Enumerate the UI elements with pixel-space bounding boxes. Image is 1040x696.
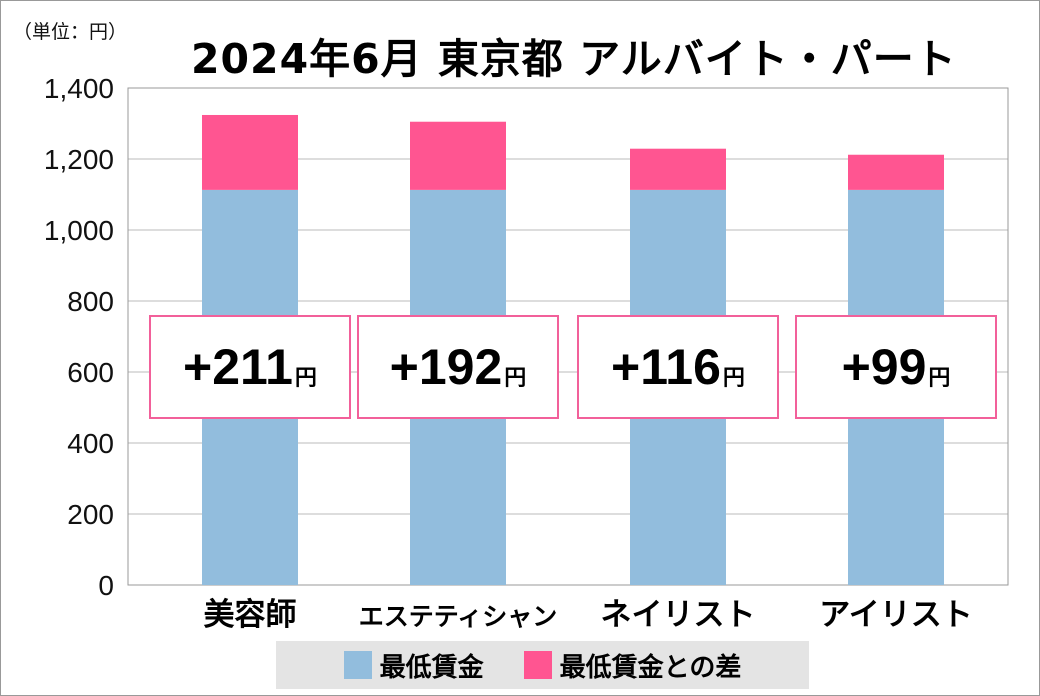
y-tick-label: 400 [67,428,114,459]
bar-diff [410,121,506,190]
y-tick-label: 1,000 [44,215,114,246]
legend-item-diff: 最低賃金との差 [523,647,742,684]
x-tick-label: アイリスト [819,597,972,633]
legend-swatch-diff [523,651,552,679]
bar-diff [202,114,298,190]
legend: 最低賃金 最低賃金との差 [276,641,809,689]
data-label-value: +116 [611,339,721,395]
x-tick-label: エステティシャン [359,602,558,631]
y-tick-label: 1,200 [44,144,114,175]
y-tick-label: 600 [67,357,114,388]
data-label-unit: 円 [294,366,317,391]
legend-label: 最低賃金との差 [559,652,742,683]
unit-label: （単位：円） [13,21,128,43]
plot-border [127,87,1009,586]
data-label-box: +192 円 [357,315,559,419]
x-tick-label: 美容師 [204,597,297,633]
data-label-box: +211 円 [149,315,351,419]
data-label-unit: 円 [722,366,745,391]
y-tick-label: 800 [67,286,114,317]
legend-label: 最低賃金 [379,652,484,683]
data-label-unit: 円 [504,366,527,391]
data-label-value: +211 [183,339,293,395]
data-label-value: +192 [389,339,503,395]
chart-title: 2024年6月 東京都 アルバイト・パート [191,35,957,83]
x-tick-label: ネイリスト [601,597,756,633]
data-label-unit: 円 [928,366,951,391]
data-label-value: +99 [841,339,927,395]
legend-item-min-wage: 最低賃金 [343,647,484,684]
y-tick-label: 0 [98,570,114,601]
y-tick-label: 200 [67,499,114,530]
data-label-box: +116 円 [577,315,779,419]
data-label-box: +99 円 [795,315,997,419]
legend-swatch-min-wage [343,651,372,679]
bar-diff [848,154,944,190]
bar-diff [630,148,726,190]
y-tick-label: 1,400 [44,73,114,104]
